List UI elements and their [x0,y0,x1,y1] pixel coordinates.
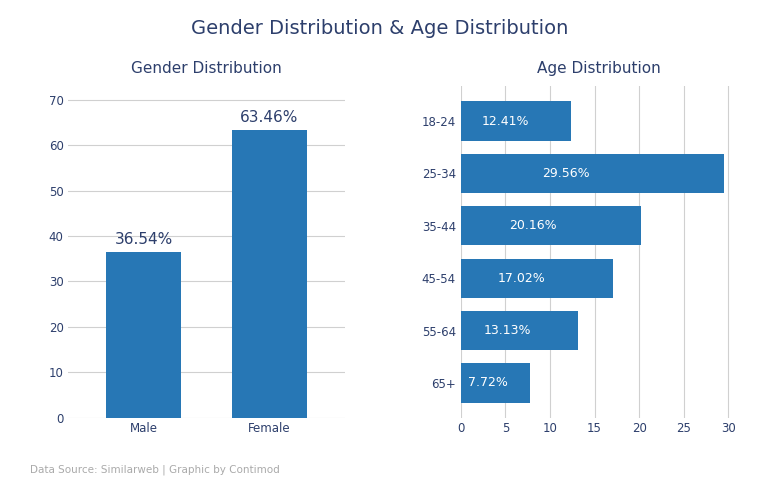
Bar [106,252,182,418]
Text: 12.41%: 12.41% [481,115,529,128]
Bar [461,101,572,141]
Text: 20.16%: 20.16% [509,219,556,232]
Text: 7.72%: 7.72% [468,376,508,389]
Text: 13.13%: 13.13% [484,324,531,337]
Title: Age Distribution: Age Distribution [537,60,661,75]
Bar [461,363,530,403]
Text: 29.56%: 29.56% [543,167,590,180]
Text: 17.02%: 17.02% [498,272,546,285]
Text: 36.54%: 36.54% [115,232,173,247]
Text: Data Source: Similarweb | Graphic by Contimod: Data Source: Similarweb | Graphic by Con… [30,465,280,475]
Bar [461,311,578,350]
Bar [232,130,307,418]
Bar [461,154,724,193]
Bar [461,259,613,298]
Bar [461,206,641,245]
Text: 63.46%: 63.46% [240,110,299,125]
Title: Gender Distribution: Gender Distribution [131,60,282,75]
Text: Gender Distribution & Age Distribution: Gender Distribution & Age Distribution [192,19,568,38]
